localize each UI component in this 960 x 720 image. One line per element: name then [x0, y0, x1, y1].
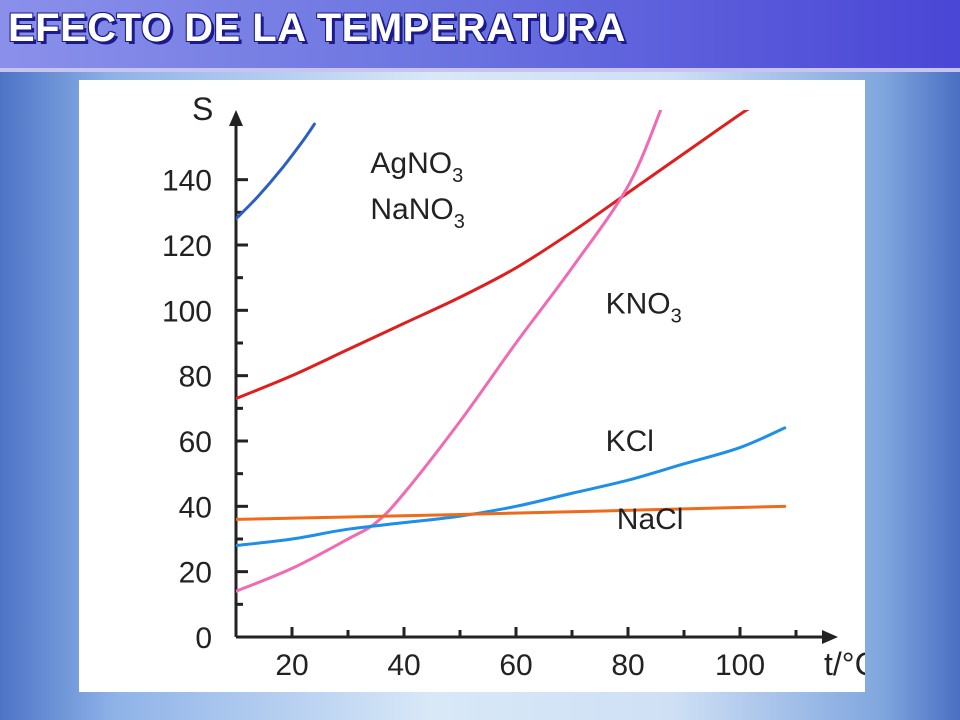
series-label-kcl: KCl: [606, 425, 654, 458]
x-axis-title: t/°C: [824, 646, 865, 682]
y-tick-label: 120: [162, 230, 212, 263]
y-axis-title: S: [192, 91, 213, 127]
y-tick-label: 40: [179, 491, 212, 524]
x-tick-label: 80: [611, 649, 644, 682]
series-line-agno3: [236, 122, 316, 221]
chart-panel: 0 20 40 60 80 100 120 140 20 40 60 80 100 St/°C AgNO3 N…: [79, 80, 878, 692]
series-label-nacl: NaCl: [617, 503, 684, 536]
series-label-subscript: 3: [671, 306, 682, 328]
y-axis-arrow: [229, 110, 243, 126]
series-line-kno3: [236, 110, 663, 593]
x-axis-arrow: [822, 630, 838, 644]
series-label-nano3: NaNO3: [370, 193, 464, 233]
x-tick-label: 40: [387, 649, 420, 682]
series-label-subscript: 3: [454, 211, 465, 233]
series-lines: [236, 110, 787, 593]
x-tick-label: 20: [275, 649, 308, 682]
y-tick-label: 0: [195, 622, 212, 655]
series-line-kcl: [236, 426, 787, 548]
tick-marks: [236, 178, 798, 637]
y-tick-label: 100: [162, 295, 212, 328]
y-tick-label: 140: [162, 165, 212, 198]
series-label-agno3: AgNO3: [370, 147, 463, 187]
series-label-subscript: 3: [452, 165, 463, 187]
y-tick-label: 60: [179, 426, 212, 459]
x-tick-label: 60: [499, 649, 532, 682]
y-tick-label: 20: [179, 557, 212, 590]
slide-title: EFECTO DE LA TEMPERATURA: [8, 6, 626, 50]
title-bar: EFECTO DE LA TEMPERATURA: [0, 0, 960, 72]
solubility-chart: 0 20 40 60 80 100 120 140 20 40 60 80 100 St/°C AgNO3 N…: [162, 91, 878, 682]
series-label-kno3: KNO3: [606, 288, 682, 328]
series-line-nacl: [236, 504, 787, 521]
axes: [229, 110, 838, 644]
x-tick-label: 100: [715, 649, 765, 682]
series-line-nano3: [236, 110, 750, 401]
y-tick-label: 80: [179, 361, 212, 394]
